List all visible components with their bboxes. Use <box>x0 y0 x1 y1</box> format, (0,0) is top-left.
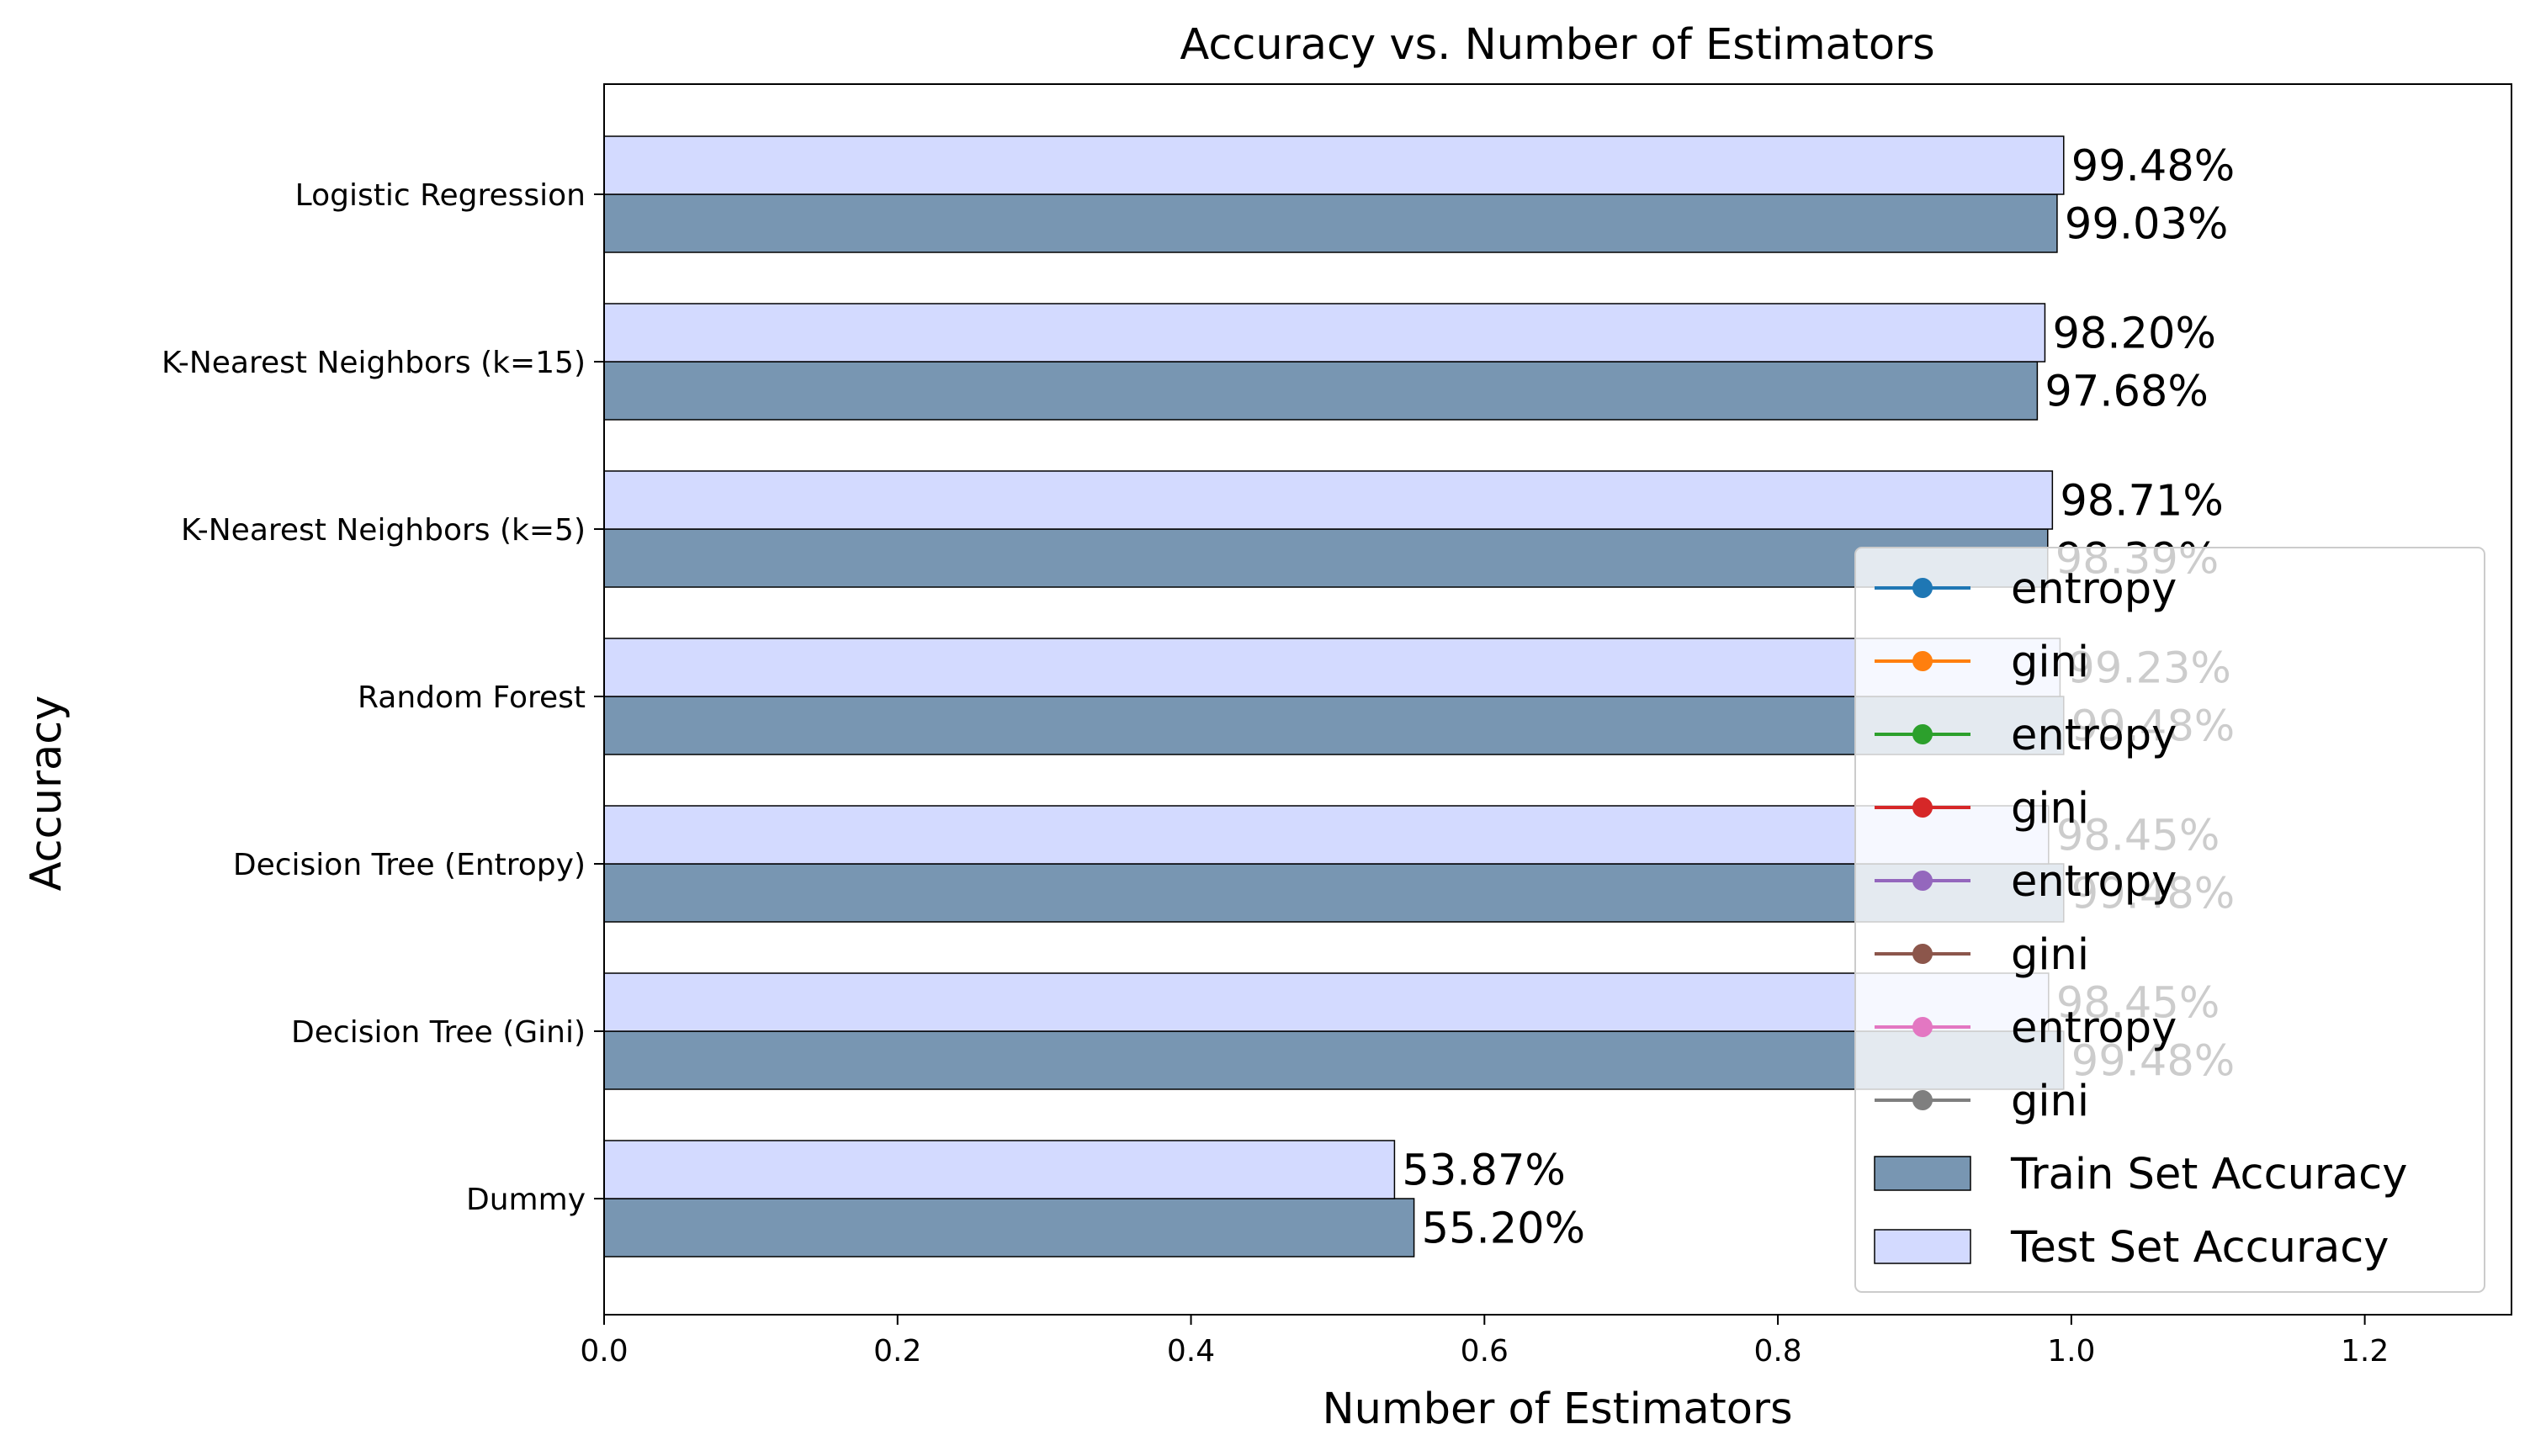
y-tick-label: Dummy <box>466 1183 586 1217</box>
legend-patch <box>1874 1229 1971 1264</box>
legend-entry: gini <box>1875 930 2089 980</box>
legend-label: entropy <box>2011 1003 2177 1053</box>
x-tick-label: 1.2 <box>2341 1334 2389 1369</box>
bar-train <box>603 1030 2065 1090</box>
legend-entry: Test Set Accuracy <box>1874 1223 2389 1273</box>
bar-test <box>603 972 2050 1032</box>
bar-test <box>603 470 2054 530</box>
legend-label: gini <box>2011 638 2089 687</box>
bar-train <box>603 1198 1415 1257</box>
legend-dot-marker <box>1912 724 1933 744</box>
bar-test <box>603 135 2065 195</box>
bar-train <box>603 528 2049 588</box>
bar-value-label: 99.03% <box>2065 200 2228 250</box>
bar-train <box>603 863 2065 923</box>
bar-test <box>603 805 2050 865</box>
legend-entry: entropy <box>1875 564 2177 614</box>
legend-box <box>1854 547 2485 1293</box>
legend-dot-marker <box>1912 651 1933 671</box>
legend-label: Train Set Accuracy <box>2010 1150 2407 1199</box>
bar-train <box>603 696 2065 755</box>
legend-label: Test Set Accuracy <box>2010 1223 2389 1273</box>
bar-value-label: 97.68% <box>2045 368 2208 417</box>
legend-dot-marker <box>1912 871 1933 891</box>
legend-patch <box>1874 1156 1971 1191</box>
bar-train <box>603 361 2039 421</box>
y-tick-label: Logistic Regression <box>295 178 586 213</box>
x-tick-label: 0.0 <box>580 1334 628 1369</box>
bar-train <box>603 193 2058 253</box>
bar-value-label: 99.48% <box>2071 142 2235 192</box>
legend-label: entropy <box>2011 857 2177 907</box>
legend-entry: Train Set Accuracy <box>1874 1150 2407 1199</box>
legend-entry: entropy <box>1875 857 2177 907</box>
x-tick-label: 1.0 <box>2047 1334 2095 1369</box>
axes-layer: Dummy Decision Tree (Gini) Decision Tree (… <box>162 83 2512 1369</box>
legend-dot-marker <box>1912 797 1933 818</box>
y-axis-label: Accuracy <box>22 696 72 892</box>
bars-layer <box>603 135 2065 1257</box>
legend: entropy gini entropy gini entropy gini entropy… <box>1854 547 2485 1293</box>
bar-value-label: 98.71% <box>2060 477 2223 527</box>
legend-dot-marker <box>1912 944 1933 964</box>
y-tick-label: K-Nearest Neighbors (k=15) <box>162 346 586 380</box>
bar-value-label: 98.20% <box>2052 310 2215 359</box>
legend-label: entropy <box>2011 564 2177 614</box>
legend-dot-marker <box>1912 1017 1933 1037</box>
bar-value-label: 53.87% <box>1402 1146 1565 1196</box>
y-tick-label: Decision Tree (Gini) <box>291 1015 586 1050</box>
legend-entry: gini <box>1875 638 2089 687</box>
legend-entry: entropy <box>1875 1003 2177 1053</box>
bar-test <box>603 1140 1396 1199</box>
x-tick-label: 0.8 <box>1753 1334 1801 1369</box>
x-tick-label: 0.2 <box>873 1334 921 1369</box>
legend-entry: entropy <box>1875 711 2177 760</box>
legend-entry: gini <box>1875 784 2089 834</box>
y-tick-label: Decision Tree (Entropy) <box>233 848 586 882</box>
legend-label: gini <box>2011 784 2089 834</box>
legend-label: gini <box>2011 930 2089 980</box>
chart-title: Accuracy vs. Number of Estimators <box>1180 20 1934 70</box>
x-tick-label: 0.4 <box>1167 1334 1215 1369</box>
x-axis-label: Number of Estimators <box>1322 1385 1792 1434</box>
legend-entry: gini <box>1875 1077 2089 1126</box>
legend-dot-marker <box>1912 578 1933 598</box>
bar-value-label: 55.20% <box>1422 1205 1585 1254</box>
legend-dot-marker <box>1912 1090 1933 1110</box>
x-tick-label: 0.6 <box>1461 1334 1509 1369</box>
legend-label: entropy <box>2011 711 2177 760</box>
y-tick-label: Random Forest <box>358 680 586 715</box>
legend-label: gini <box>2011 1077 2089 1126</box>
bar-test <box>603 638 2061 697</box>
bar-test <box>603 303 2046 363</box>
y-tick-label: K-Nearest Neighbors (k=5) <box>181 513 586 548</box>
plot-frame <box>603 83 2512 1316</box>
